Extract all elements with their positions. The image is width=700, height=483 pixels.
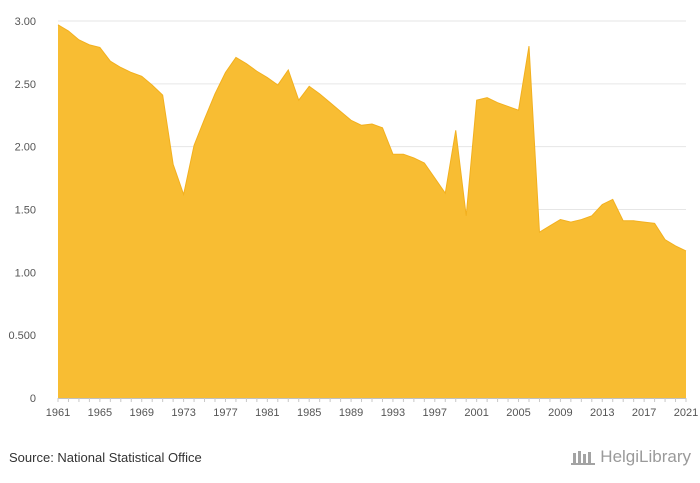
area-line bbox=[57, 24, 687, 252]
x-tick-label: 2009 bbox=[548, 407, 572, 419]
x-axis-tick-labels: 1961 1965 1969 1973 1977 1981 1985 1989 1993 1997… bbox=[46, 407, 698, 419]
y-axis-tick-labels: 0 0.500 1.00 1.50 2.00 2.50 3.00 bbox=[8, 16, 36, 405]
x-tick-label: 2021 bbox=[674, 407, 698, 419]
y-tick-label: 3.00 bbox=[15, 16, 36, 28]
x-tick-label: 2013 bbox=[590, 407, 614, 419]
library-building-icon bbox=[571, 451, 596, 465]
x-tick-label: 1969 bbox=[129, 407, 153, 419]
y-tick-label: 2.00 bbox=[15, 142, 36, 154]
x-tick-label: 1985 bbox=[297, 407, 321, 419]
x-tick-label: 1989 bbox=[339, 407, 363, 419]
brand-name: HelgiLibrary bbox=[600, 447, 691, 466]
x-tick-label: 1997 bbox=[423, 407, 447, 419]
x-tick-label: 1977 bbox=[213, 407, 237, 419]
x-tick-label: 1965 bbox=[88, 407, 112, 419]
x-tick-label: 1993 bbox=[381, 407, 405, 419]
y-tick-label: 0 bbox=[30, 393, 36, 405]
area-fill bbox=[58, 24, 686, 399]
x-tick-label: 1961 bbox=[46, 407, 70, 419]
area-series bbox=[57, 24, 687, 399]
x-tick-label: 1973 bbox=[171, 407, 195, 419]
brand-logo[interactable]: HelgiLibrary bbox=[570, 447, 691, 467]
source-note: Source: National Statistical Office bbox=[9, 450, 202, 465]
x-tick-label: 2005 bbox=[506, 407, 530, 419]
axes bbox=[57, 398, 687, 402]
x-tick-label: 2017 bbox=[632, 407, 656, 419]
x-tick-label: 1981 bbox=[255, 407, 279, 419]
y-tick-label: 1.50 bbox=[15, 205, 36, 217]
y-tick-label: 0.500 bbox=[8, 330, 36, 342]
x-tick-label: 2001 bbox=[464, 407, 488, 419]
y-tick-label: 1.00 bbox=[15, 267, 36, 279]
y-tick-label: 2.50 bbox=[15, 79, 36, 91]
